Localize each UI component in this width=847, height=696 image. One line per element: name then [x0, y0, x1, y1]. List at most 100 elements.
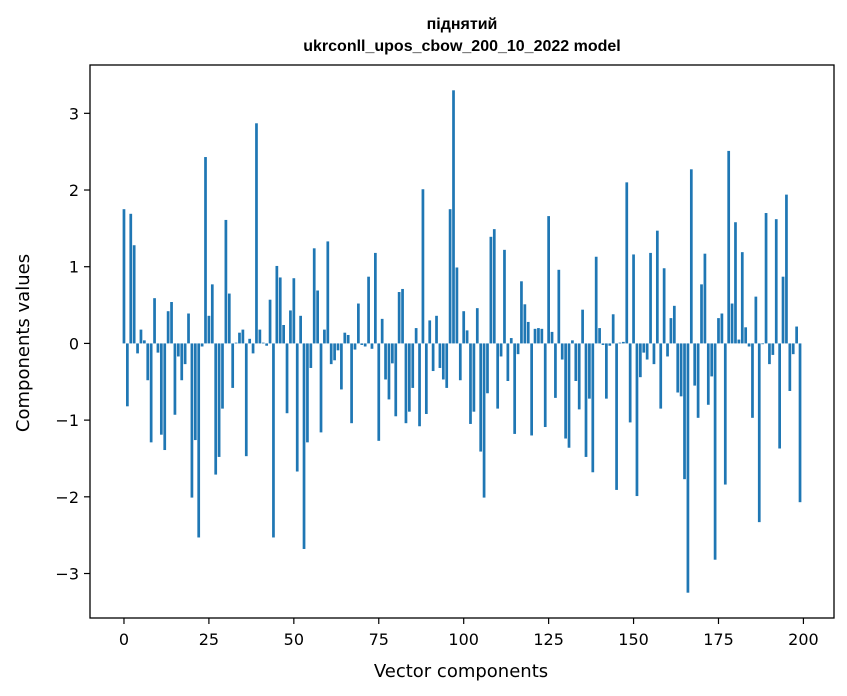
bar	[557, 269, 561, 344]
bar	[132, 245, 136, 344]
bar	[387, 343, 391, 400]
bar	[686, 343, 690, 593]
bar	[506, 343, 510, 381]
bar	[441, 343, 445, 380]
bar	[785, 194, 788, 344]
bar	[139, 329, 143, 344]
bar	[210, 284, 214, 344]
bar	[363, 343, 367, 347]
bar	[282, 325, 285, 344]
bar	[645, 343, 649, 360]
y-tick-label: −2	[55, 488, 79, 507]
bar	[727, 150, 731, 344]
bar	[197, 343, 201, 538]
bar	[754, 296, 758, 344]
bar	[275, 265, 279, 344]
bar	[581, 309, 584, 344]
bar	[255, 123, 258, 344]
bar	[285, 343, 289, 414]
bar	[594, 256, 598, 344]
bar	[564, 343, 567, 439]
bar	[717, 318, 720, 344]
bar	[618, 342, 622, 344]
bar	[295, 343, 299, 472]
bar	[333, 343, 336, 361]
bar	[479, 343, 483, 452]
bar	[771, 343, 775, 355]
bar	[499, 343, 503, 357]
bar	[227, 293, 231, 344]
bar	[153, 298, 156, 344]
chart-subtitle: ukrconll_upos_cbow_200_10_2022 model	[303, 38, 620, 55]
bar	[472, 343, 476, 412]
x-tick-label: 150	[618, 630, 649, 649]
bar	[336, 343, 340, 351]
bar	[126, 343, 129, 407]
bar	[710, 343, 714, 377]
bar	[217, 343, 221, 457]
bar	[774, 219, 778, 344]
bar	[591, 343, 595, 473]
bar	[713, 343, 717, 560]
y-tick-label: 3	[69, 104, 79, 123]
bar	[584, 343, 588, 457]
y-tick-label: −3	[55, 565, 79, 584]
x-tick-label: 75	[369, 630, 389, 649]
bar	[744, 327, 748, 344]
bar	[462, 311, 466, 344]
bar	[635, 343, 639, 497]
bar	[272, 343, 275, 538]
bar	[703, 253, 707, 344]
bar	[404, 343, 408, 424]
bar	[540, 328, 544, 344]
bar	[414, 328, 418, 344]
bar	[455, 267, 459, 344]
bar	[238, 332, 241, 344]
bar	[672, 305, 676, 344]
bar	[734, 222, 737, 344]
x-tick-label: 100	[448, 630, 479, 649]
bar	[465, 330, 469, 344]
bar	[122, 209, 126, 344]
bar	[353, 343, 357, 350]
bar	[537, 328, 540, 344]
bar	[241, 329, 245, 344]
bar	[374, 252, 377, 344]
bar	[278, 277, 282, 344]
bar	[509, 338, 513, 344]
bar	[367, 276, 370, 344]
bar	[418, 343, 421, 427]
bar	[380, 318, 384, 344]
bar	[458, 343, 462, 381]
bar	[207, 315, 211, 344]
bar	[170, 302, 173, 344]
bar	[159, 343, 163, 435]
bar	[666, 343, 669, 357]
bar	[319, 343, 323, 433]
x-tick-label: 125	[533, 630, 564, 649]
bar	[448, 209, 452, 344]
bar	[496, 343, 500, 409]
bar	[306, 343, 309, 443]
bar	[475, 308, 479, 344]
bar	[615, 343, 618, 490]
bar	[639, 343, 642, 378]
bar	[166, 311, 170, 344]
bar	[720, 313, 724, 344]
bar	[649, 252, 652, 344]
bar	[550, 331, 554, 344]
bar	[503, 249, 506, 344]
bar	[431, 343, 435, 372]
y-tick-label: 1	[69, 258, 79, 277]
bar	[489, 236, 493, 344]
bar	[652, 343, 656, 365]
bar	[778, 343, 781, 449]
bar	[761, 343, 765, 345]
bar	[662, 268, 666, 344]
y-tick-label: −1	[55, 411, 79, 430]
bar	[598, 328, 601, 344]
bar	[700, 284, 703, 344]
bar	[309, 343, 313, 368]
bar	[244, 343, 248, 457]
bar	[193, 343, 197, 441]
